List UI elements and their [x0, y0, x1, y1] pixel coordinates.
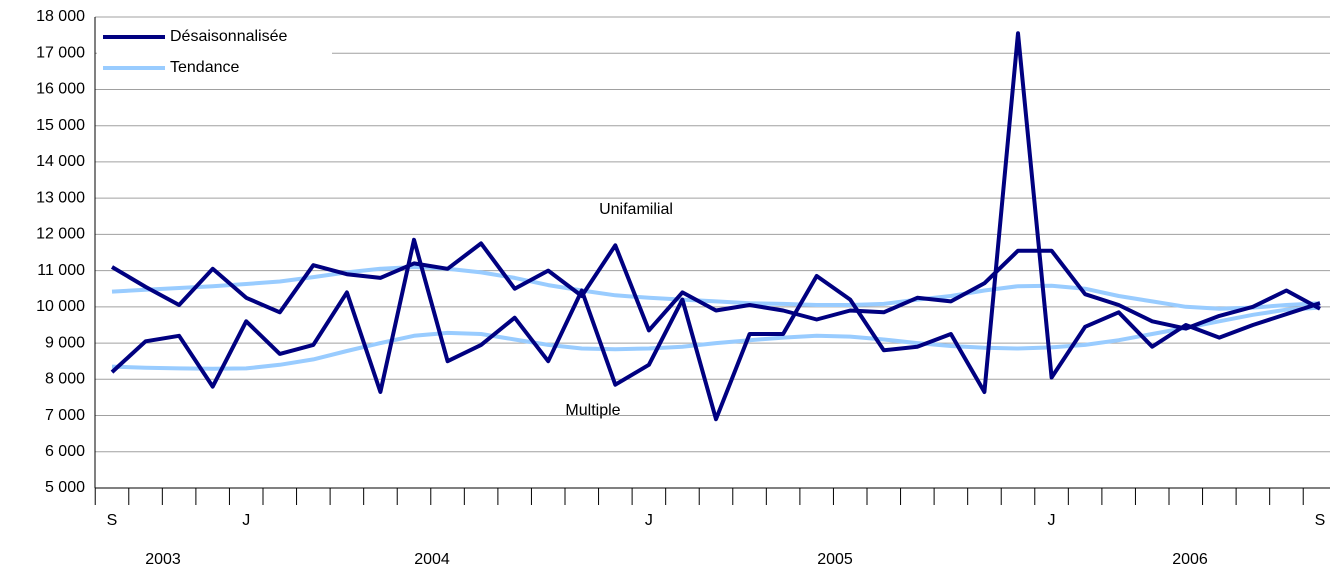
annotation: Multiple	[565, 402, 620, 419]
annotation: Unifamilial	[599, 201, 673, 218]
x-tick-label: J	[1048, 512, 1056, 529]
y-tick-label: 9 000	[45, 334, 85, 351]
y-tick-label: 18 000	[36, 8, 85, 25]
series-line	[111, 265, 1321, 311]
year-label: 2003	[145, 551, 181, 568]
year-label: 2006	[1172, 551, 1208, 568]
y-tick-label: 8 000	[45, 371, 85, 388]
series-line	[110, 241, 1321, 333]
legend-label: Désaisonnalisée	[170, 28, 288, 45]
series-line	[110, 31, 1321, 422]
y-tick-label: 7 000	[45, 407, 85, 424]
y-tick-label: 17 000	[36, 44, 85, 61]
x-tick-label: J	[242, 512, 250, 529]
y-tick-label: 5 000	[45, 479, 85, 496]
x-tick-label: S	[107, 512, 118, 529]
x-tick-label: S	[1315, 512, 1326, 529]
legend-label: Tendance	[170, 59, 239, 76]
y-tick-label: 12 000	[36, 226, 85, 243]
year-label: 2005	[817, 551, 853, 568]
y-tick-label: 10 000	[36, 298, 85, 315]
y-tick-label: 14 000	[36, 153, 85, 170]
y-tick-label: 13 000	[36, 189, 85, 206]
y-tick-label: 6 000	[45, 443, 85, 460]
series-line	[111, 305, 1321, 371]
y-tick-label: 11 000	[37, 262, 85, 279]
year-label: 2004	[414, 551, 450, 568]
legend-box	[97, 19, 332, 83]
y-tick-label: 16 000	[36, 81, 85, 98]
x-tick-label: J	[645, 512, 653, 529]
y-tick-label: 15 000	[36, 117, 85, 134]
